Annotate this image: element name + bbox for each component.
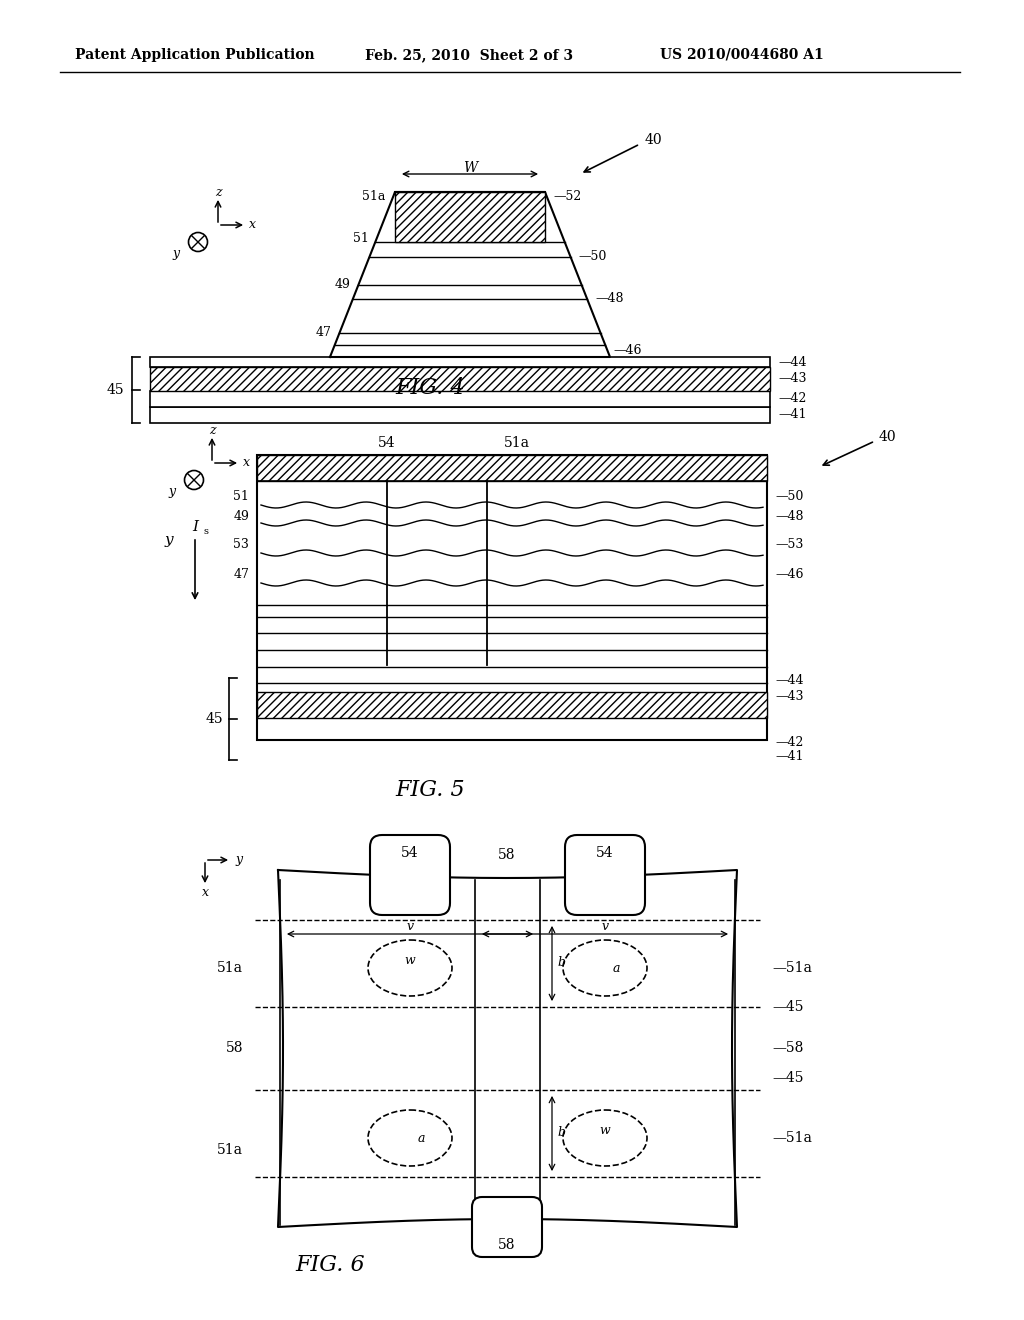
Ellipse shape (368, 940, 452, 997)
Text: w: w (404, 953, 416, 966)
Bar (150, 391, 770, 407)
Text: w: w (600, 1123, 610, 1137)
Text: y: y (234, 854, 242, 866)
Text: 51a: 51a (217, 1143, 243, 1158)
Text: 51a: 51a (504, 436, 530, 450)
Text: z: z (209, 424, 215, 437)
Text: —42: —42 (775, 735, 804, 748)
Ellipse shape (563, 1110, 647, 1166)
Text: 45: 45 (206, 711, 223, 726)
Text: —50: —50 (579, 251, 607, 264)
Text: —46: —46 (613, 345, 642, 358)
Text: —43: —43 (778, 372, 807, 385)
Text: —48: —48 (775, 511, 804, 524)
Text: x: x (243, 457, 250, 470)
Text: 53: 53 (233, 539, 249, 552)
Text: a: a (613, 961, 621, 974)
Bar (395, 191, 545, 242)
Text: y: y (165, 533, 173, 546)
Bar (150, 356, 770, 367)
Bar (150, 407, 770, 422)
Text: y: y (173, 247, 180, 260)
Text: —45: —45 (772, 1001, 804, 1014)
Text: 40: 40 (645, 133, 663, 147)
Text: —46: —46 (775, 569, 804, 582)
Text: s: s (203, 528, 208, 536)
Text: —53: —53 (775, 539, 804, 552)
Bar (257, 455, 767, 480)
Ellipse shape (563, 940, 647, 997)
Text: 49: 49 (233, 511, 249, 524)
Polygon shape (278, 870, 737, 1228)
Text: 49: 49 (335, 279, 350, 292)
Text: —44: —44 (775, 673, 804, 686)
Text: Patent Application Publication: Patent Application Publication (75, 48, 314, 62)
Text: —51a: —51a (772, 961, 812, 975)
Text: FIG. 6: FIG. 6 (295, 1254, 365, 1276)
Text: —43: —43 (775, 690, 804, 704)
Text: x: x (202, 886, 209, 899)
Text: 51: 51 (352, 232, 369, 246)
Text: —52: —52 (553, 190, 582, 203)
Text: —58: —58 (772, 1041, 804, 1055)
Text: 54: 54 (596, 846, 613, 861)
Ellipse shape (368, 1110, 452, 1166)
Circle shape (188, 232, 208, 252)
Text: 54: 54 (378, 436, 396, 450)
Text: a: a (418, 1131, 426, 1144)
FancyBboxPatch shape (370, 836, 450, 915)
Text: I: I (193, 520, 198, 535)
Text: v: v (407, 920, 414, 932)
Text: 47: 47 (233, 569, 249, 582)
Text: —42: —42 (778, 392, 806, 405)
Bar (257, 455, 767, 741)
Text: 51: 51 (233, 491, 249, 503)
Text: 40: 40 (879, 430, 897, 444)
Text: —41: —41 (778, 408, 807, 421)
Text: v: v (601, 920, 608, 932)
Text: FIG. 5: FIG. 5 (395, 779, 465, 801)
Text: US 2010/0044680 A1: US 2010/0044680 A1 (660, 48, 823, 62)
Text: —50: —50 (775, 491, 804, 503)
Text: —51a: —51a (772, 1131, 812, 1144)
Text: b: b (557, 957, 565, 969)
Text: 58: 58 (225, 1041, 243, 1055)
Bar (150, 367, 770, 391)
Circle shape (184, 470, 204, 490)
Text: Feb. 25, 2010  Sheet 2 of 3: Feb. 25, 2010 Sheet 2 of 3 (365, 48, 573, 62)
Text: x: x (249, 219, 256, 231)
Text: 51a: 51a (361, 190, 385, 203)
Text: —44: —44 (778, 355, 807, 368)
Text: —41: —41 (775, 750, 804, 763)
Bar (257, 692, 767, 718)
Text: W: W (463, 161, 477, 176)
FancyBboxPatch shape (472, 1197, 542, 1257)
Text: 47: 47 (315, 326, 332, 339)
Text: 54: 54 (401, 846, 419, 861)
Text: z: z (215, 186, 221, 198)
FancyBboxPatch shape (565, 836, 645, 915)
Text: 58: 58 (499, 1238, 516, 1251)
Text: —45: —45 (772, 1071, 804, 1085)
Polygon shape (330, 191, 610, 356)
Text: —48: —48 (595, 293, 624, 305)
Text: 51a: 51a (217, 961, 243, 975)
Text: 45: 45 (106, 383, 124, 397)
Text: y: y (169, 484, 176, 498)
Text: FIG. 4: FIG. 4 (395, 378, 465, 399)
Text: 58: 58 (499, 847, 516, 862)
Text: b: b (557, 1126, 565, 1139)
